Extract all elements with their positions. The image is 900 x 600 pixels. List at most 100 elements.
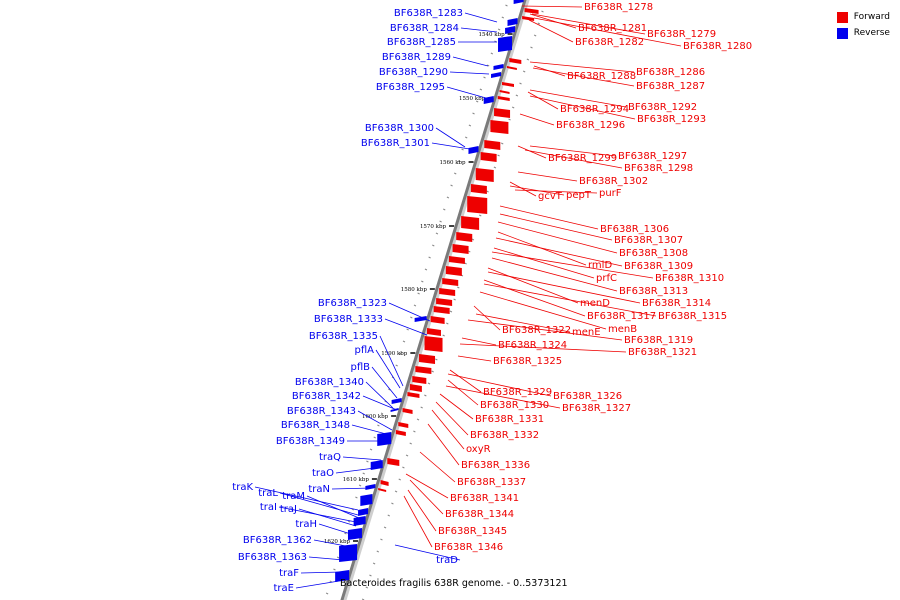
forward-gene-label: BF638R_1288 [567,71,636,82]
forward-gene-label: oxyR [466,444,491,455]
reverse-gene-feature [358,508,369,516]
scale-dash [428,256,431,259]
scale-dash [450,184,453,187]
scale-dash [435,358,438,361]
forward-gene-label: BF638R_1332 [470,430,539,441]
forward-label-leader [483,279,586,317]
forward-label-leader [517,145,547,159]
scale-dash [406,328,409,331]
reverse-label-leader [431,142,477,151]
scale-dash [424,268,428,271]
scale-dash [402,340,406,343]
forward-gene-label: BF638R_1346 [434,542,503,553]
forward-label-leader [529,61,635,73]
scale-dash [336,556,340,559]
reverse-gene-feature [335,570,350,582]
forward-gene-label: menE [572,327,601,338]
reverse-label-leader [446,86,487,99]
legend: Forward Reverse [836,9,890,41]
forward-label-leader [533,17,682,47]
reverse-gene-feature [498,36,513,52]
scale-tick-label: 1580 kbp [401,287,428,293]
forward-gene-feature [387,458,400,466]
forward-label-leader [524,149,623,169]
scale-dash [377,424,380,427]
forward-gene-label: BF638R_1321 [628,347,697,358]
scale-dash [464,136,468,139]
reverse-gene-label: BF638R_1363 [238,552,307,563]
scale-dash [468,124,472,127]
forward-gene-label: pepT [566,190,592,201]
reverse-label-leader [254,486,359,511]
scale-dash [479,214,482,217]
forward-gene-label: BF638R_1297 [618,151,687,162]
scale-dash [541,10,544,13]
reverse-gene-label: traN [308,484,330,495]
scale-tick-label: 1610 kbp [343,477,370,483]
genome-caption: Bacteroides fragilis 638R genome. - 0..5… [340,578,568,589]
forward-gene-label: BF638R_1280 [683,41,752,52]
forward-gene-feature [442,278,459,286]
forward-gene-label: BF638R_1308 [619,248,688,259]
forward-label-leader [527,91,559,110]
forward-label-leader [419,451,456,483]
forward-gene-label: BF638R_1282 [575,37,644,48]
scale-dash [442,334,445,337]
reverse-gene-label: BF638R_1301 [361,138,430,149]
scale-dash [402,466,405,469]
reverse-label-leader [375,349,401,389]
reverse-label-leader [362,395,398,411]
reverse-gene-feature [491,72,502,78]
scale-dash [490,52,494,55]
reverse-gene-feature [391,398,402,404]
scale-dash [395,364,398,367]
reverse-label-leader [331,487,373,490]
scale-tick-label: 1590 kbp [381,351,408,357]
forward-gene-label: BF638R_1317 [587,311,656,322]
forward-gene-feature [506,66,517,70]
forward-gene-label: BF638R_1302 [579,176,648,187]
forward-gene-label: BF638R_1299 [548,153,617,164]
scale-dash [409,442,412,445]
scale-dash [461,148,464,151]
reverse-gene-label: BF638R_1362 [243,535,312,546]
reverse-gene-label: traF [279,568,299,579]
reverse-label-leader [335,467,376,474]
forward-label-leader [499,205,599,230]
scale-dash [383,526,387,529]
reverse-label-leader [388,302,431,322]
forward-gene-label: menB [608,324,637,335]
scale-dash [399,352,402,355]
forward-gene-feature [426,328,441,336]
scale-dash [530,46,533,49]
forward-gene-label: BF638R_1292 [628,102,697,113]
reverse-gene-feature [390,408,399,412]
reverse-gene-label: traL [258,488,278,499]
scale-dash [417,292,420,295]
reverse-gene-feature [513,0,524,4]
forward-gene-feature [436,298,453,306]
scale-dash [372,562,376,565]
reverse-gene-label: BF638R_1290 [379,67,448,78]
reverse-gene-label: BF638R_1349 [276,436,345,447]
scale-dash [497,28,501,31]
reverse-gene-label: traD [436,555,458,566]
scale-dash [376,550,379,553]
reverse-label-leader [300,571,342,574]
reverse-gene-label: traO [312,468,334,479]
scale-tick-label: 1550 kbp [459,96,486,102]
forward-gene-label: BF638R_1345 [438,526,507,537]
forward-gene-feature [452,244,469,254]
forward-label-leader [529,145,617,157]
forward-gene-label: BF638R_1314 [642,298,711,309]
reverse-label-leader [449,71,490,75]
forward-gene-feature [475,168,494,182]
scale-dash [333,568,336,571]
forward-label-leader [487,267,579,304]
reverse-gene-label: BF638R_1342 [292,391,361,402]
forward-label-leader [459,343,627,353]
scale-dash [351,508,354,511]
forward-gene-label: BF638R_1326 [553,391,622,402]
forward-label-leader [495,237,623,267]
